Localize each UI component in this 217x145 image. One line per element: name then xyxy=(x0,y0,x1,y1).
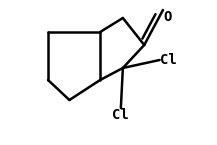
Text: Cl: Cl xyxy=(160,53,176,67)
Text: O: O xyxy=(163,10,171,24)
Text: Cl: Cl xyxy=(112,108,129,122)
